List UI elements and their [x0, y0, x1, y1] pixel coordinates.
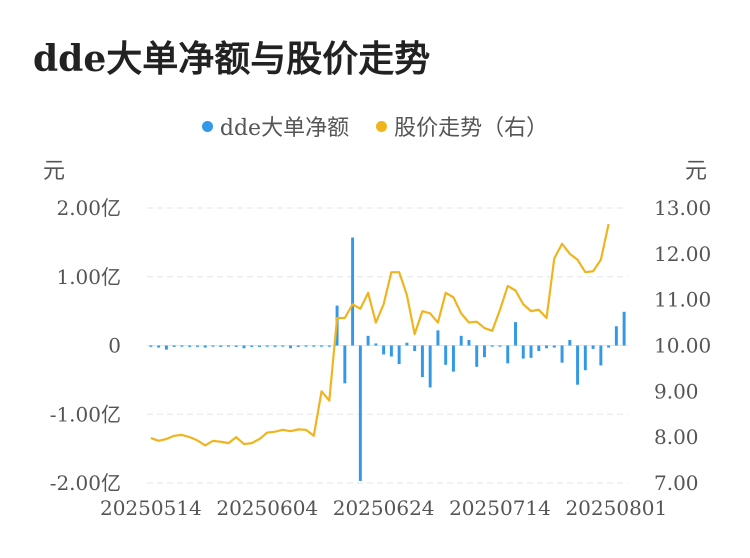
y-right-tick-label: 10.00: [654, 334, 711, 358]
bar: [226, 345, 230, 347]
bar: [413, 345, 417, 351]
y-right-tick-label: 8.00: [654, 425, 699, 449]
legend-label-price: 股价走势（右）: [394, 116, 549, 141]
x-tick-label: 20250624: [333, 496, 435, 520]
y-right-tick-label: 7.00: [654, 471, 699, 495]
y-left-tick-label: 0: [108, 334, 121, 358]
bar: [234, 345, 238, 347]
legend-dot-dde: [201, 120, 213, 132]
bar: [444, 345, 448, 365]
bar: [568, 340, 572, 346]
bar: [529, 345, 533, 358]
bar: [374, 343, 378, 346]
bar: [164, 345, 168, 350]
bar: [576, 345, 580, 385]
bar: [312, 345, 316, 347]
left-axis-unit: 元: [43, 159, 65, 184]
bar: [172, 345, 176, 347]
bar: [289, 345, 292, 349]
bar: [211, 345, 215, 347]
legend-item-price[interactable]: 股价走势（右）: [376, 110, 548, 142]
bar: [382, 345, 386, 355]
bar: [545, 345, 549, 349]
bar: [552, 345, 556, 348]
bar: [537, 345, 541, 351]
legend: dde大单净额 股价走势（右）: [0, 110, 750, 142]
bar: [420, 345, 424, 378]
bar: [351, 237, 355, 346]
bar: [498, 345, 502, 347]
y-left-tick-label: -1.00亿: [50, 402, 121, 426]
bar: [250, 345, 254, 347]
bar: [195, 345, 199, 347]
bar: [490, 345, 494, 347]
bar: [397, 345, 401, 365]
bar: [242, 345, 246, 349]
chart-title: dde大单净额与股价走势: [33, 38, 431, 80]
bar: [281, 345, 285, 347]
right-axis-unit: 元: [685, 159, 707, 184]
bar: [459, 335, 463, 346]
legend-dot-price: [376, 120, 388, 132]
bar: [296, 345, 300, 347]
bar: [343, 345, 347, 384]
bar: [203, 345, 207, 348]
y-right-tick-label: 9.00: [654, 379, 699, 403]
bar: [451, 345, 455, 372]
bar: [157, 345, 161, 348]
bar: [436, 330, 440, 346]
bar: [304, 345, 308, 347]
axes: 元 元 2.00亿 1.00亿 0 -1.00亿 -2.00亿 13.00 12.00 11.…: [43, 159, 711, 520]
bar: [560, 345, 564, 363]
legend-label-dde: dde大单净额: [219, 116, 350, 141]
bar: [188, 345, 192, 347]
bar: [591, 345, 595, 349]
price-line: [150, 223, 610, 447]
bar: [327, 345, 331, 347]
bar: [219, 345, 223, 347]
y-right-tick-label: 12.00: [654, 242, 711, 266]
bar: [273, 345, 277, 347]
y-left-tick-label: 2.00亿: [56, 196, 121, 220]
bar: [614, 326, 618, 346]
bar: [405, 342, 409, 346]
bar: [583, 345, 587, 371]
bar: [180, 345, 184, 347]
bar: [320, 345, 324, 347]
y-left-tick-label: 1.00亿: [56, 265, 121, 289]
x-tick-label: 20250801: [565, 496, 667, 520]
x-tick-label: 20250714: [449, 496, 551, 520]
legend-item-dde[interactable]: dde大单净额: [201, 110, 350, 142]
bar: [265, 345, 269, 347]
bar: [428, 345, 432, 388]
bar: [366, 335, 370, 346]
bar: [389, 345, 393, 357]
y-left-tick-label: -2.00亿: [50, 471, 121, 495]
bar: [149, 345, 153, 347]
x-tick-label: 20250604: [216, 496, 318, 520]
bar: [622, 311, 626, 346]
y-right-tick-label: 13.00: [654, 196, 711, 220]
line-series-price: [150, 223, 610, 447]
bar: [521, 345, 525, 359]
bar: [467, 340, 471, 346]
bar: [358, 345, 362, 481]
bar: [599, 345, 603, 366]
bar: [506, 345, 510, 364]
bar-series-dde: [149, 237, 626, 481]
bar: [258, 345, 261, 347]
bar: [483, 345, 486, 358]
bar: [475, 345, 479, 367]
x-tick-label: 20250514: [100, 496, 202, 520]
y-right-tick-label: 11.00: [654, 288, 711, 312]
bar: [514, 322, 517, 346]
bar: [607, 345, 611, 348]
